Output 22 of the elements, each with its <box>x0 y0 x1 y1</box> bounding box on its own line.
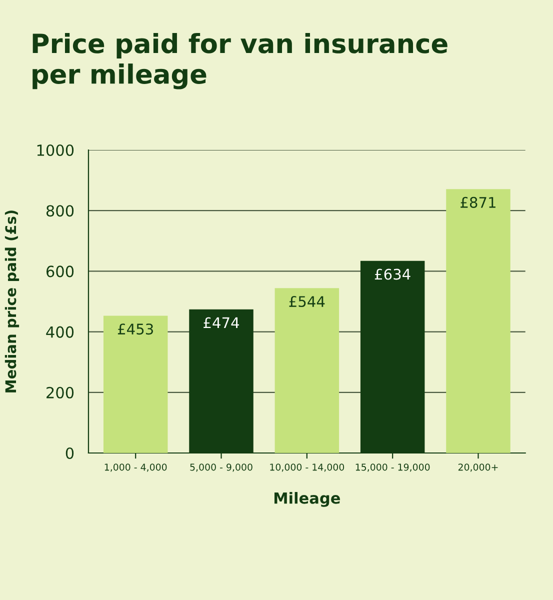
data-label: £634 <box>374 268 410 280</box>
data-label: £544 <box>289 296 325 308</box>
bar <box>103 316 168 453</box>
x-axis-title: Mileage <box>274 492 340 507</box>
bar <box>274 288 340 453</box>
x-tick-label: 5,000 - 9,000 <box>190 464 252 472</box>
y-tick-label: 800 <box>46 205 74 217</box>
y-tick-label: 1000 <box>37 144 74 156</box>
data-label: £474 <box>204 317 239 328</box>
chart-title: Price paid for van insurance per mileage <box>32 33 448 90</box>
y-tick-label: 0 <box>66 447 74 460</box>
x-tick-label: 1,000 - 4,000 <box>104 464 167 472</box>
y-axis-title: Median price paid (£s) <box>4 210 20 392</box>
x-tick-label: 10,000 - 14,000 <box>270 464 344 472</box>
data-label: £453 <box>118 324 153 335</box>
bar <box>446 189 510 453</box>
x-tick-label: 15,000 - 19,000 <box>356 464 430 472</box>
y-tick-label: 400 <box>46 326 74 338</box>
x-tick-label: 20,000+ <box>458 464 498 472</box>
y-tick-label: 200 <box>46 386 74 398</box>
data-label: £871 <box>460 196 496 208</box>
y-tick-label: 600 <box>46 266 74 278</box>
